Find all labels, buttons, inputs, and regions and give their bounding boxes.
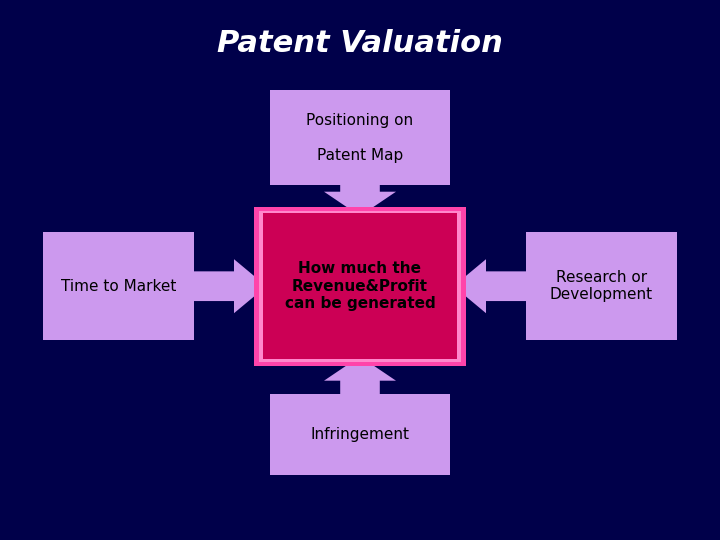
- FancyBboxPatch shape: [263, 213, 457, 359]
- Text: Research or
Development: Research or Development: [549, 270, 653, 302]
- Polygon shape: [324, 356, 396, 397]
- FancyBboxPatch shape: [270, 90, 450, 185]
- Text: Patent Valuation: Patent Valuation: [217, 29, 503, 58]
- Text: Positioning on

Patent Map: Positioning on Patent Map: [307, 113, 413, 163]
- Polygon shape: [324, 183, 396, 216]
- FancyBboxPatch shape: [259, 211, 461, 362]
- Polygon shape: [454, 259, 529, 313]
- Text: Time to Market: Time to Market: [61, 279, 176, 294]
- FancyBboxPatch shape: [43, 232, 194, 340]
- FancyBboxPatch shape: [254, 207, 466, 366]
- Polygon shape: [191, 259, 266, 313]
- Text: How much the
Revenue&Profit
can be generated: How much the Revenue&Profit can be gener…: [284, 261, 436, 311]
- FancyBboxPatch shape: [526, 232, 677, 340]
- FancyBboxPatch shape: [270, 394, 450, 475]
- Text: Infringement: Infringement: [310, 427, 410, 442]
